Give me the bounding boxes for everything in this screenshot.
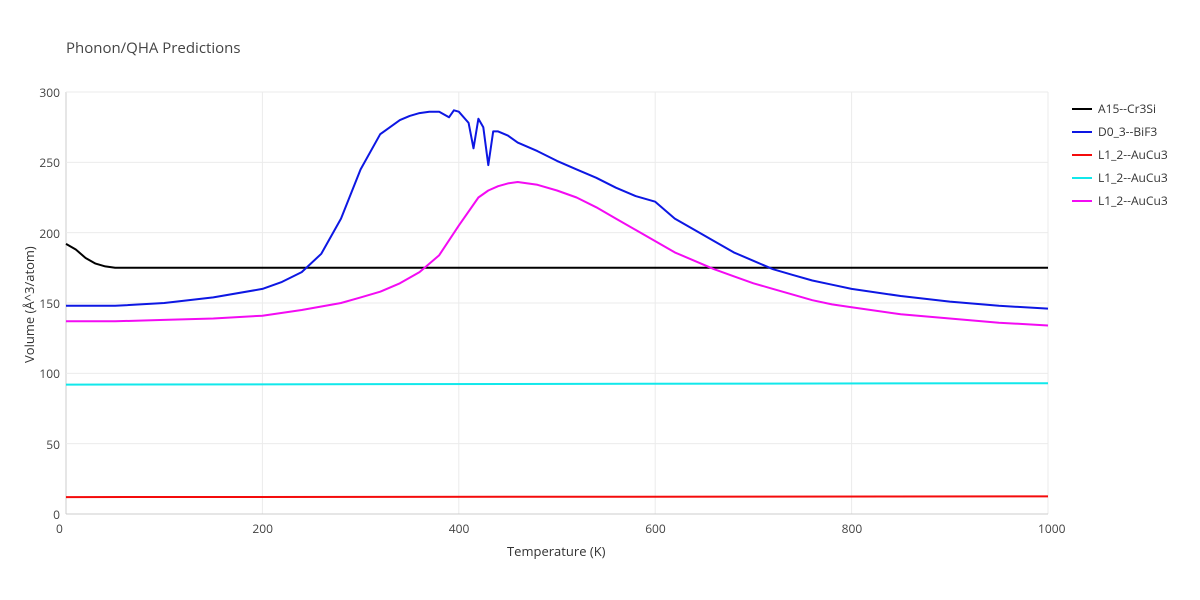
legend-swatch (1072, 200, 1092, 202)
legend-item[interactable]: D0_3--BiF3 (1072, 123, 1168, 140)
legend-label: L1_2--AuCu3 (1098, 192, 1168, 209)
legend-swatch (1072, 177, 1092, 179)
x-tick-label: 800 (842, 520, 863, 537)
legend-item[interactable]: L1_2--AuCu3 (1072, 169, 1168, 186)
chart-svg (0, 0, 1200, 600)
y-tick-label: 50 (46, 436, 60, 453)
y-tick-label: 300 (39, 84, 60, 101)
y-tick-label: 200 (39, 225, 60, 242)
legend-swatch (1072, 131, 1092, 133)
chart-title: Phonon/QHA Predictions (66, 38, 241, 58)
chart-container: { "chart": { "type": "line", "title": "P… (0, 0, 1200, 600)
y-tick-label: 150 (39, 295, 60, 312)
x-tick-label: 1000 (1038, 520, 1065, 537)
legend-item[interactable]: L1_2--AuCu3 (1072, 146, 1168, 163)
y-tick-label: 100 (39, 365, 60, 382)
legend-label: L1_2--AuCu3 (1098, 169, 1168, 186)
legend-item[interactable]: L1_2--AuCu3 (1072, 192, 1168, 209)
x-axis-label: Temperature (K) (507, 542, 606, 560)
legend-swatch (1072, 154, 1092, 156)
x-tick-label: 600 (645, 520, 666, 537)
legend-label: D0_3--BiF3 (1098, 123, 1157, 140)
legend-item[interactable]: A15--Cr3Si (1072, 100, 1168, 117)
y-tick-label: 0 (53, 506, 60, 523)
y-axis-label: Volume (Å^3/atom) (20, 246, 38, 363)
legend[interactable]: A15--Cr3Si D0_3--BiF3 L1_2--AuCu3 L1_2--AuC… (1072, 100, 1168, 209)
y-tick-label: 250 (39, 154, 60, 171)
x-tick-label: 200 (252, 520, 273, 537)
legend-label: L1_2--AuCu3 (1098, 146, 1168, 163)
x-tick-label: 400 (449, 520, 470, 537)
legend-swatch (1072, 108, 1092, 110)
legend-label: A15--Cr3Si (1098, 100, 1156, 117)
